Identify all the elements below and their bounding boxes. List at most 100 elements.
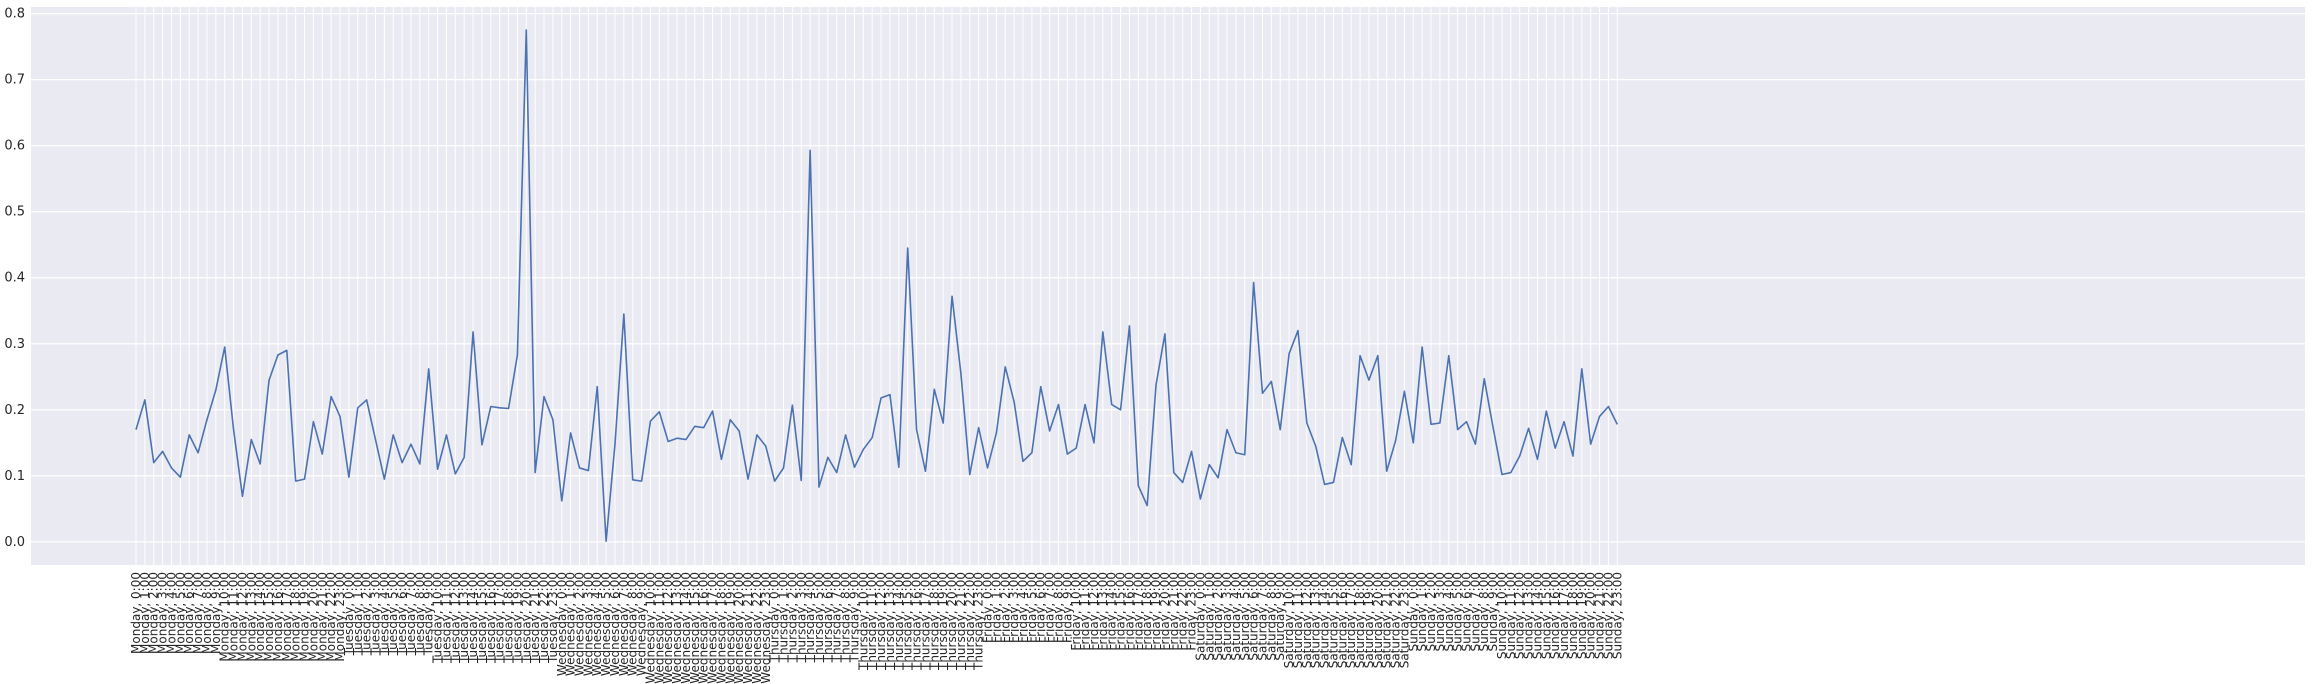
x-tick-label: Monday, 11:00 — [227, 572, 241, 662]
x-tick-label: Thursday, 8:00 — [839, 572, 853, 663]
x-tick-label: Wednesday, 16:00 — [697, 572, 711, 684]
x-tick-label: Thursday, 1:00 — [777, 572, 791, 663]
x-tick-label: Sunday, 22:00 — [1601, 572, 1615, 659]
y-tick-label: 0.3 — [4, 337, 25, 352]
x-tick-label: Saturday, 20:00 — [1371, 572, 1385, 668]
x-tick-label: Sunday, 6:00 — [1460, 572, 1474, 651]
x-tick-label: Wednesday, 3:00 — [581, 572, 595, 676]
x-tick-label: Wednesday, 1:00 — [564, 572, 578, 676]
x-tick-label: Wednesday, 11:00 — [652, 572, 666, 684]
x-tick-label: Wednesday, 23:00 — [759, 572, 773, 684]
x-tick-label: Wednesday, 0:00 — [555, 572, 569, 676]
x-tick-label: Wednesday, 17:00 — [706, 572, 720, 684]
x-tick-label: Monday, 14:00 — [253, 572, 267, 662]
x-tick-label: Saturday, 12:00 — [1300, 572, 1314, 668]
x-tick-label: Friday, 21:00 — [1167, 572, 1181, 651]
x-tick-label: Tuesday, 9:00 — [422, 572, 436, 656]
x-tick-label: Thursday, 13:00 — [883, 572, 897, 671]
x-tick-label: Friday, 0:00 — [981, 572, 995, 643]
x-tick-label: Friday, 19:00 — [1149, 572, 1163, 651]
x-tick-label: Sunday, 14:00 — [1530, 572, 1544, 659]
x-tick-label: Tuesday, 0:00 — [342, 572, 356, 656]
x-tick-label: Wednesday, 2:00 — [573, 572, 587, 676]
x-tick-label: Wednesday, 22:00 — [750, 572, 764, 684]
x-tick-label: Thursday, 0:00 — [768, 572, 782, 663]
y-axis-ticks: 0.0 0.1 0.2 0.3 0.4 0.5 0.6 0.7 0.8 — [4, 7, 25, 550]
x-tick-label: Sunday, 13:00 — [1522, 572, 1536, 659]
x-tick-label: Friday, 16:00 — [1122, 572, 1136, 651]
x-tick-label: Tuesday, 21:00 — [528, 572, 542, 664]
x-tick-label: Friday, 4:00 — [1016, 572, 1030, 643]
x-tick-label: Sunday, 4:00 — [1442, 572, 1456, 651]
x-tick-label: Tuesday, 8:00 — [413, 572, 427, 656]
x-tick-label: Thursday, 23:00 — [972, 572, 986, 671]
x-tick-label: Friday, 7:00 — [1043, 572, 1057, 643]
x-tick-label: Tuesday, 15:00 — [475, 572, 489, 664]
y-tick-label: 0.6 — [4, 139, 25, 154]
x-tick-label: Sunday, 19:00 — [1575, 572, 1589, 659]
x-tick-label: Wednesday, 4:00 — [590, 572, 604, 676]
x-tick-label: Thursday, 10:00 — [856, 572, 870, 671]
y-tick-label: 0.2 — [4, 403, 25, 418]
x-tick-label: Monday, 5:00 — [173, 572, 187, 654]
x-tick-label: Sunday, 11:00 — [1504, 572, 1518, 659]
x-tick-label: Tuesday, 1:00 — [351, 572, 365, 656]
x-tick-label: Saturday, 3:00 — [1220, 572, 1234, 661]
x-tick-label: Tuesday, 23:00 — [546, 572, 560, 664]
x-tick-label: Saturday, 16:00 — [1335, 572, 1349, 668]
x-tick-label: Monday, 6:00 — [182, 572, 196, 654]
x-tick-label: Monday, 2:00 — [147, 572, 161, 654]
x-tick-label: Saturday, 23:00 — [1397, 572, 1411, 668]
x-tick-label: Thursday, 18:00 — [927, 572, 941, 671]
x-tick-label: Wednesday, 5:00 — [599, 572, 613, 676]
x-tick-label: Tuesday, 6:00 — [395, 572, 409, 656]
x-tick-label: Sunday, 15:00 — [1539, 572, 1553, 659]
x-tick-label: Monday, 20:00 — [306, 572, 320, 662]
x-tick-label: Friday, 6:00 — [1034, 572, 1048, 643]
x-tick-label: Monday, 7:00 — [191, 572, 205, 654]
x-tick-label: Wednesday, 12:00 — [661, 572, 675, 684]
x-tick-label: Friday, 2:00 — [998, 572, 1012, 643]
x-tick-label: Wednesday, 14:00 — [679, 572, 693, 684]
x-tick-label: Thursday, 3:00 — [794, 572, 808, 663]
x-tick-label: Thursday, 12:00 — [874, 572, 888, 671]
x-tick-label: Sunday, 8:00 — [1477, 572, 1491, 651]
x-tick-label: Wednesday, 20:00 — [732, 572, 746, 684]
x-tick-label: Sunday, 18:00 — [1566, 572, 1580, 659]
x-tick-label: Thursday, 15:00 — [901, 572, 915, 671]
x-tick-label: Saturday, 15:00 — [1326, 572, 1340, 668]
x-tick-label: Sunday, 2:00 — [1424, 572, 1438, 651]
x-tick-label: Thursday, 11:00 — [865, 572, 879, 671]
x-tick-label: Sunday, 16:00 — [1548, 572, 1562, 659]
x-tick-label: Monday, 8:00 — [200, 572, 214, 654]
x-tick-label: Friday, 17:00 — [1131, 572, 1145, 651]
x-tick-label: Friday, 14:00 — [1105, 572, 1119, 651]
x-tick-label: Monday, 12:00 — [235, 572, 249, 662]
x-tick-label: Thursday, 14:00 — [892, 572, 906, 671]
x-tick-label: Thursday, 5:00 — [812, 572, 826, 663]
x-tick-label: Saturday, 9:00 — [1273, 572, 1287, 661]
x-grid — [135, 7, 1618, 565]
x-tick-label: Friday, 3:00 — [1007, 572, 1021, 643]
x-tick-label: Monday, 23:00 — [333, 572, 347, 662]
y-tick-label: 0.5 — [4, 205, 25, 220]
x-tick-label: Monday, 22:00 — [324, 572, 338, 662]
x-tick-label: Saturday, 17:00 — [1344, 572, 1358, 668]
x-tick-label: Monday, 13:00 — [244, 572, 258, 662]
x-tick-label: Wednesday, 15:00 — [688, 572, 702, 684]
x-tick-label: Thursday, 16:00 — [910, 572, 924, 671]
plot-background — [31, 7, 2305, 565]
x-tick-label: Saturday, 7:00 — [1255, 572, 1269, 661]
x-tick-label: Sunday, 0:00 — [1406, 572, 1420, 651]
x-tick-label: Thursday, 7:00 — [830, 572, 844, 663]
x-tick-label: Sunday, 1:00 — [1415, 572, 1429, 651]
x-tick-label: Monday, 0:00 — [129, 572, 143, 654]
x-tick-label: Saturday, 0:00 — [1193, 572, 1207, 661]
x-tick-label: Saturday, 5:00 — [1238, 572, 1252, 661]
x-tick-label: Thursday, 9:00 — [847, 572, 861, 663]
y-tick-label: 0.8 — [4, 7, 25, 22]
x-tick-label: Tuesday, 14:00 — [466, 572, 480, 664]
x-tick-label: Monday, 1:00 — [138, 572, 152, 654]
series-line — [135, 29, 1619, 543]
